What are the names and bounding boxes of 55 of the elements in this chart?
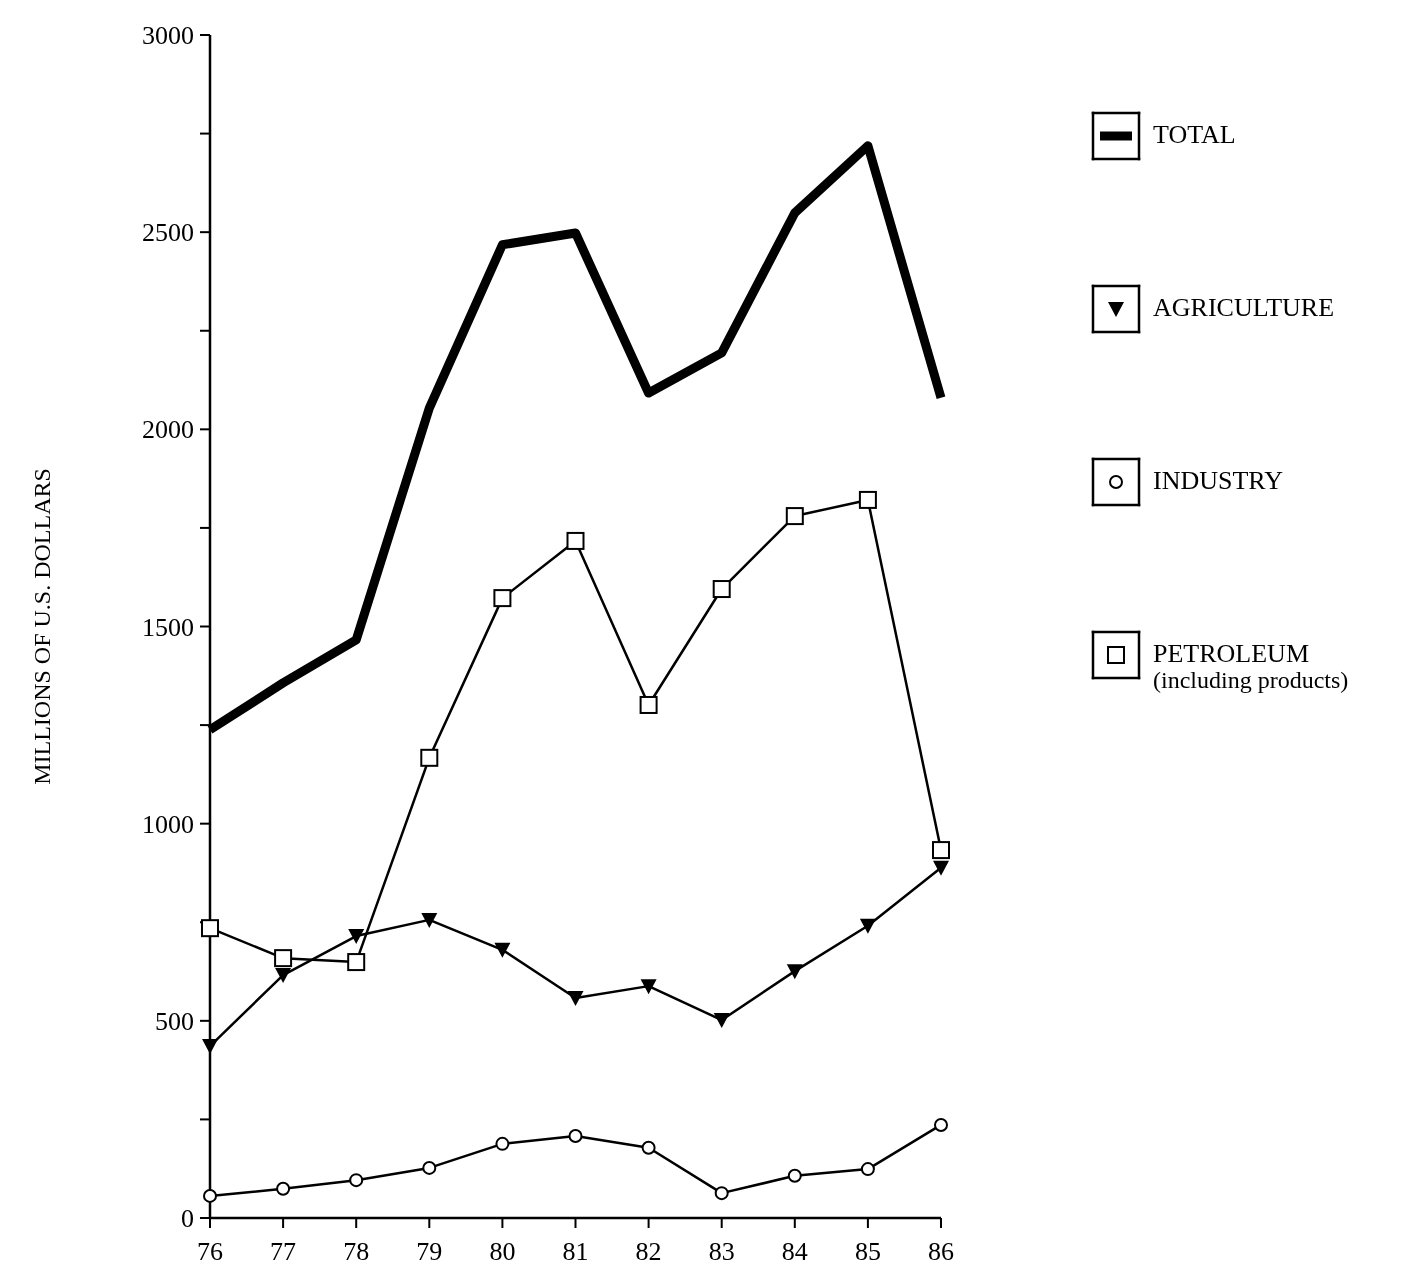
point bbox=[494, 942, 511, 958]
point bbox=[785, 507, 804, 526]
point bbox=[641, 1140, 656, 1155]
x-tick-label: 85 bbox=[854, 1237, 881, 1266]
point bbox=[860, 1162, 875, 1177]
point bbox=[276, 1181, 291, 1196]
x-tick-label: 81 bbox=[562, 1237, 589, 1266]
y-tick-label: 1500 bbox=[142, 612, 194, 642]
point bbox=[422, 1160, 437, 1175]
x-tick-label: 77 bbox=[270, 1237, 297, 1266]
point bbox=[495, 1136, 510, 1151]
point bbox=[347, 953, 366, 972]
x-tick-label: 80 bbox=[489, 1237, 516, 1266]
y-tick-label: 2000 bbox=[142, 415, 194, 445]
point bbox=[714, 1186, 729, 1201]
point bbox=[787, 1168, 802, 1183]
point bbox=[201, 919, 219, 938]
point bbox=[786, 964, 803, 980]
point bbox=[932, 841, 950, 860]
legend-label: INDUSTRY bbox=[1153, 466, 1284, 495]
y-axis-title: MILLIONS OF U.S. DOLLARS bbox=[29, 468, 55, 785]
point bbox=[568, 1128, 583, 1143]
point bbox=[566, 531, 585, 550]
point bbox=[859, 918, 876, 934]
point bbox=[933, 860, 949, 876]
point bbox=[712, 580, 731, 599]
x-tick-label: 76 bbox=[197, 1237, 223, 1266]
point bbox=[713, 1013, 730, 1029]
point bbox=[348, 929, 365, 945]
point bbox=[639, 695, 658, 714]
point bbox=[274, 949, 293, 968]
x-tick-label: 86 bbox=[928, 1237, 954, 1266]
x-tick-label: 79 bbox=[416, 1237, 443, 1266]
point bbox=[421, 912, 438, 928]
legend-label: PETROLEUM (including products) bbox=[1153, 639, 1349, 693]
y-tick-label: 1000 bbox=[142, 809, 194, 839]
point bbox=[203, 1188, 217, 1203]
x-tick-label: 83 bbox=[708, 1237, 735, 1266]
x-tick-label: 82 bbox=[635, 1237, 662, 1266]
y-tick-label: 500 bbox=[155, 1006, 194, 1036]
point bbox=[493, 589, 512, 608]
legend-label: AGRICULTURE bbox=[1153, 293, 1335, 322]
point bbox=[934, 1117, 948, 1132]
legend-label: TOTAL bbox=[1153, 120, 1236, 149]
x-tick-label: 84 bbox=[781, 1237, 808, 1266]
y-tick-label: 0 bbox=[181, 1204, 194, 1234]
point bbox=[640, 979, 657, 995]
point bbox=[858, 490, 877, 509]
y-tick-label: 2500 bbox=[142, 218, 194, 248]
point bbox=[420, 748, 439, 767]
point bbox=[349, 1173, 364, 1188]
y-tick-label: 3000 bbox=[142, 21, 194, 51]
point bbox=[567, 990, 584, 1006]
point bbox=[275, 968, 292, 984]
x-tick-label: 78 bbox=[343, 1237, 370, 1266]
